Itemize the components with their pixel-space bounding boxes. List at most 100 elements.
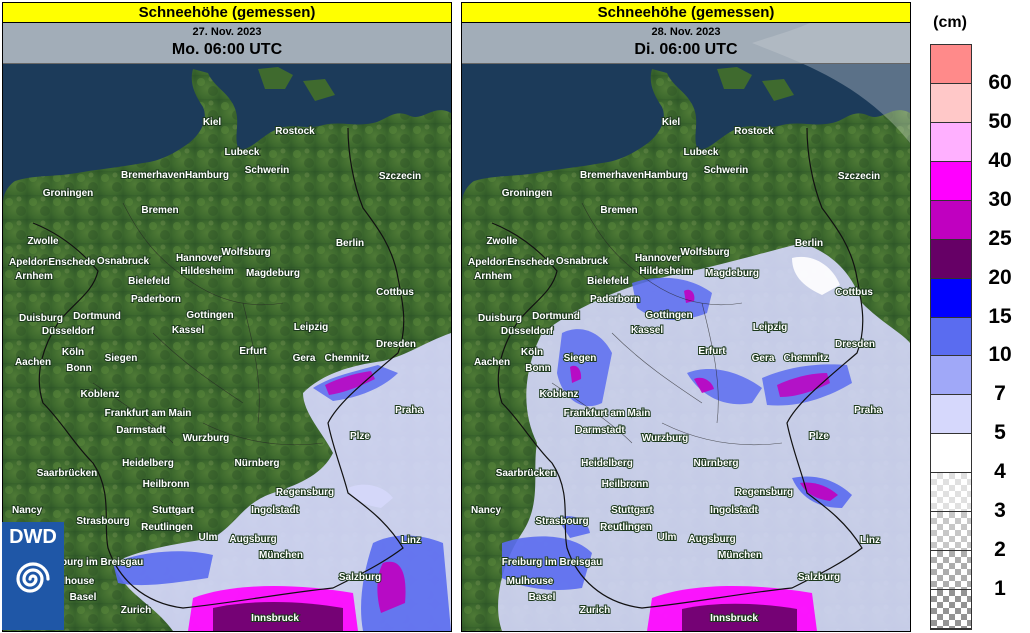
city-label: Zurich <box>580 605 611 616</box>
city-label: Ulm <box>199 532 218 543</box>
city-label: Leipzig <box>753 322 787 333</box>
city-label: Dortmund <box>73 311 121 322</box>
city-label: Wurzburg <box>183 433 229 444</box>
city-label: Augsburg <box>229 534 276 545</box>
city-label: Kiel <box>203 117 222 128</box>
spiral-icon <box>16 562 50 593</box>
map-header-2: Schneehöhe (gemessen) 28. Nov. 2023 Di. … <box>462 3 910 64</box>
city-label: Nürnberg <box>694 458 739 469</box>
city-label: Dresden <box>376 339 416 350</box>
legend-color-bar <box>930 44 972 630</box>
city-label: Heidelberg <box>122 458 174 469</box>
map-canvas-2: Kiel Rostock Lubeck Bremerhaven Hamburg Schwe… <box>462 3 910 631</box>
city-label: Berlin <box>795 238 823 249</box>
city-label: Apeldorn <box>468 257 512 268</box>
city-label: Bremerhaven <box>580 170 644 181</box>
city-label: Bremerhaven <box>121 170 185 181</box>
snow-area <box>570 365 582 383</box>
map-time: Di. 06:00 UTC <box>462 39 910 64</box>
city-label: Plze <box>809 431 829 442</box>
city-label: Stuttgart <box>152 505 194 516</box>
snow-area <box>687 368 762 405</box>
snow-area <box>213 601 343 631</box>
country-border <box>491 127 864 609</box>
city-label: Berlin <box>336 238 364 249</box>
legend-swatch <box>931 356 971 396</box>
legend-swatch <box>931 395 971 435</box>
city-label: Osnabruck <box>97 256 150 267</box>
legend-value: 15 <box>988 304 1012 328</box>
city-label: Paderborn <box>590 294 640 305</box>
city-label: Hannover <box>635 253 681 264</box>
city-label: Saarbrücken <box>496 468 557 479</box>
city-label: Aachen <box>15 357 51 368</box>
snow-area <box>632 277 712 320</box>
snow-area <box>557 329 612 407</box>
city-label: Bielefeld <box>587 276 629 287</box>
city-label: Düsseldorf <box>42 326 95 337</box>
city-label: Koblenz <box>81 389 120 400</box>
legend-value: 25 <box>988 226 1012 250</box>
legend-value: 60 <box>988 70 1012 94</box>
city-label: Groningen <box>43 188 94 199</box>
city-label: Wolfsburg <box>221 247 270 258</box>
city-label: Plze <box>350 431 370 442</box>
map-time: Mo. 06:00 UTC <box>3 39 451 64</box>
legend-value: 7 <box>994 382 1006 406</box>
city-label: Dresden <box>835 339 875 350</box>
map-panel-2: Kiel Rostock Lubeck Bremerhaven Hamburg Schwe… <box>461 2 911 632</box>
logo-text: DWD <box>9 526 57 548</box>
city-label: Frankfurt am Main <box>105 408 192 419</box>
city-label: Stuttgart <box>611 505 653 516</box>
city-label: Bonn <box>525 363 551 374</box>
city-label: Nürnberg <box>235 458 280 469</box>
city-label: Basel <box>529 592 556 603</box>
city-label: Rostock <box>275 126 315 137</box>
city-label: Magdeburg <box>246 268 300 279</box>
city-label: Cottbus <box>835 287 873 298</box>
legend-value: 4 <box>994 460 1006 484</box>
legend-value: 2 <box>994 538 1006 562</box>
legend-swatch <box>931 473 971 513</box>
city-label: Köln <box>521 347 543 358</box>
city-label: Enschede <box>507 257 555 268</box>
city-label: Basel <box>70 592 97 603</box>
city-label: Köln <box>62 347 84 358</box>
country-border <box>32 127 405 609</box>
island <box>762 79 794 101</box>
map-title: Schneehöhe (gemessen) <box>462 3 910 23</box>
snow-area <box>800 482 838 501</box>
city-label: München <box>259 550 303 561</box>
legend-swatch <box>931 278 971 318</box>
city-label: Ingolstadt <box>251 505 299 516</box>
legend-value: 30 <box>988 187 1012 211</box>
city-label: Chemnitz <box>784 353 829 364</box>
snow-area <box>348 484 393 508</box>
city-label: Heidelberg <box>581 458 633 469</box>
city-label: Nancy <box>12 505 42 516</box>
city-label: Linz <box>401 535 421 546</box>
city-labels: Kiel Rostock Lubeck Bremerhaven Hamburg Schwe… <box>467 116 883 625</box>
legend-swatch <box>931 512 971 552</box>
city-label: Heilbronn <box>143 479 190 490</box>
legend-swatch <box>931 161 971 201</box>
island <box>303 79 335 101</box>
city-label: Aachen <box>474 357 510 368</box>
city-label: Darmstadt <box>116 425 166 436</box>
legend-swatch <box>931 434 971 474</box>
city-label: Schwerin <box>704 165 748 176</box>
island <box>717 67 752 89</box>
city-label: Koblenz <box>540 389 579 400</box>
snow-area <box>792 256 840 295</box>
city-label: Enschede <box>48 257 96 268</box>
legend-swatch <box>931 45 971 84</box>
city-label: Kassel <box>631 325 663 336</box>
map-date: 28. Nov. 2023 <box>462 23 910 39</box>
city-label: Erfurt <box>239 346 267 357</box>
map-panel-1: Kiel Rostock Lubeck Bremerhaven Hamburg Schwe… <box>2 2 452 632</box>
legend-unit: (cm) <box>933 14 967 31</box>
city-label: Ulm <box>658 532 677 543</box>
city-label: Ingolstadt <box>710 505 758 516</box>
city-label: Osnabruck <box>556 256 609 267</box>
city-label: Düsseldorf <box>501 326 554 337</box>
